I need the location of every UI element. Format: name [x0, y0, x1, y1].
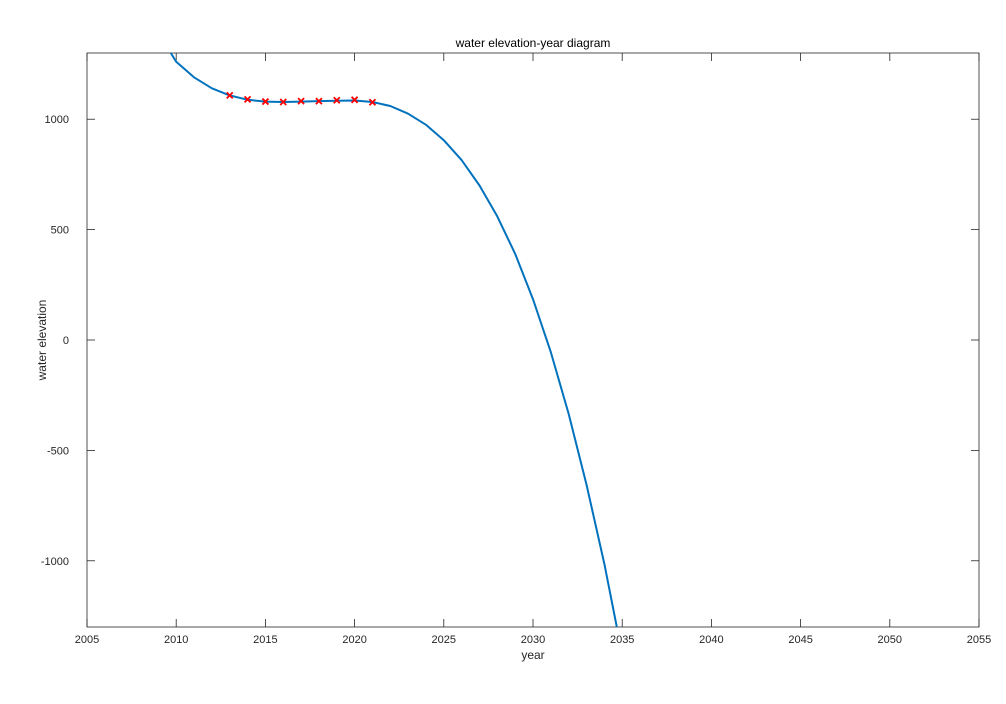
- x-tick-label: 2030: [521, 634, 545, 646]
- axes-box: [86, 52, 980, 628]
- data-point-marker: [333, 96, 341, 104]
- chart-title: water elevation-year diagram: [455, 36, 611, 50]
- y-tick-label: -500: [47, 445, 69, 457]
- x-tick-label: 2040: [699, 634, 723, 646]
- y-tick-label: 500: [51, 225, 69, 237]
- x-tick-label: 2005: [75, 634, 99, 646]
- y-axis-label: water elevation: [35, 300, 49, 382]
- data-point-marker: [279, 98, 287, 106]
- data-point-marker: [226, 91, 234, 100]
- plot-area: 2005 2010 2015 2020 2025 2030 2035 2040 2045 2050…: [41, 52, 991, 646]
- data-point-marker: [350, 96, 359, 104]
- fitted-curve-line: [169, 53, 618, 627]
- x-tick-label: 2045: [788, 634, 812, 646]
- x-tick-label: 2050: [878, 634, 902, 646]
- x-tick-label: 2015: [253, 634, 277, 646]
- y-tick-label: -1000: [41, 556, 69, 568]
- y-tick-label: 0: [63, 335, 69, 347]
- data-point-marker: [243, 95, 252, 103]
- x-tick-label: 2010: [164, 634, 188, 646]
- x-tick-label: 2055: [967, 634, 991, 646]
- data-point-marker: [368, 98, 377, 106]
- data-point-marker: [297, 97, 305, 105]
- x-axis-label: year: [521, 648, 544, 662]
- x-tick-label: 2035: [610, 634, 634, 646]
- y-tick-label: 1000: [45, 114, 69, 126]
- x-tick-label: 2020: [342, 634, 366, 646]
- data-point-marker: [261, 97, 270, 106]
- x-tick-label: 2025: [432, 634, 456, 646]
- data-point-marker: [315, 97, 323, 105]
